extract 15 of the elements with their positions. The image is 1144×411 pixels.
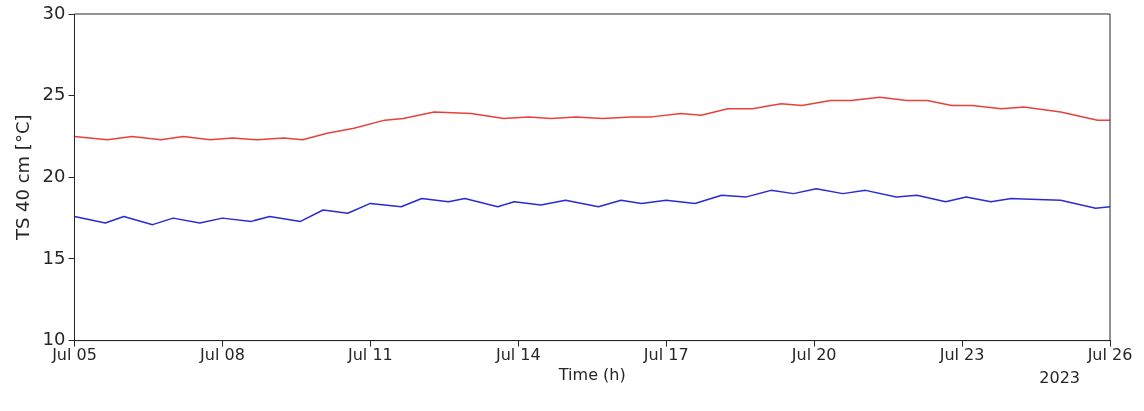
y-tick-label: 30 [42, 1, 66, 23]
y-axis-title: TS 40 cm [°C] [12, 114, 34, 242]
x-tick-label: Jul 23 [938, 345, 985, 365]
y-tick-label: 15 [42, 246, 66, 268]
x-tick-label: Jul 05 [51, 345, 97, 365]
y-tick-label: 20 [42, 164, 66, 186]
x-tick-label: Jul 11 [346, 345, 393, 365]
x-tick-label: Jul 08 [199, 345, 245, 365]
x-tick-label: Jul 20 [790, 345, 837, 365]
y-tick-label: 25 [42, 83, 66, 105]
x-tick-label: Jul 14 [494, 345, 541, 365]
x-tick-label: Jul 17 [642, 345, 689, 365]
text: 2023 [1039, 367, 1080, 387]
x-axis-title: Time (h) [557, 364, 626, 384]
x-tick-label: Jul 26 [1086, 345, 1133, 365]
